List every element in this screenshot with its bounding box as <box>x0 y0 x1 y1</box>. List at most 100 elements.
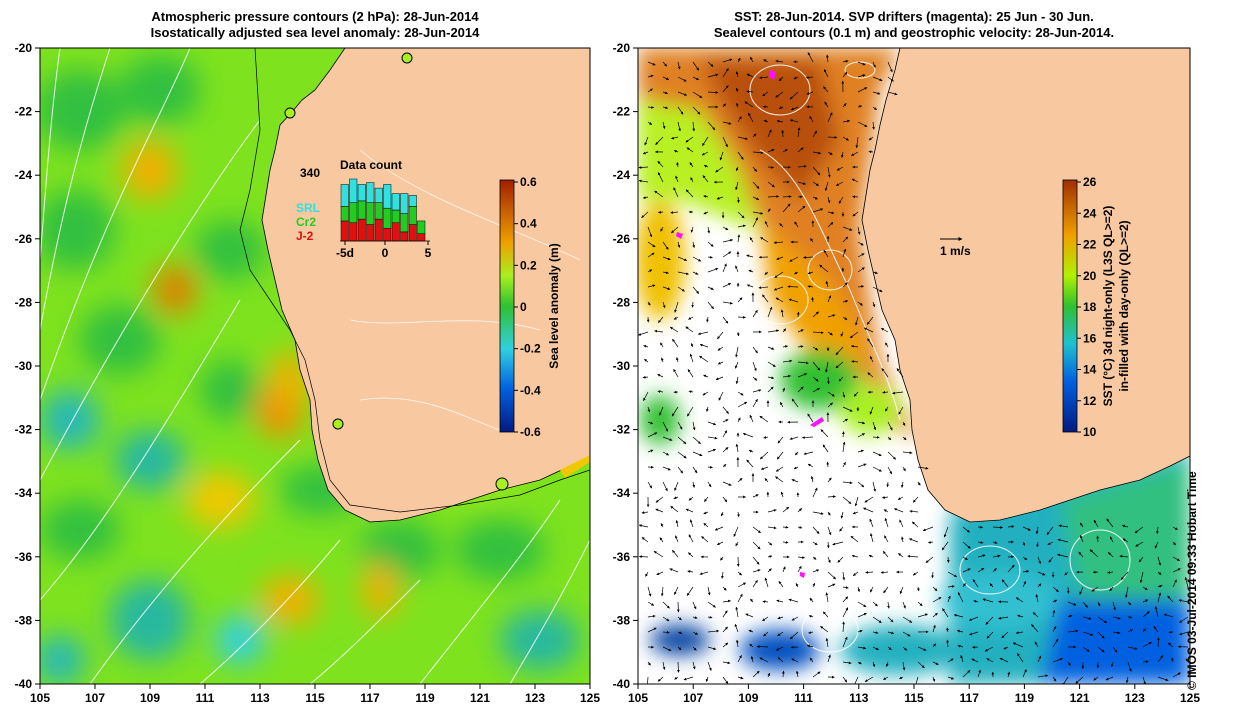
sst-colorbar-ramp <box>1062 179 1078 433</box>
velocity-arrow <box>869 518 874 528</box>
velocity-arrow <box>1125 676 1129 684</box>
velocity-arrow <box>782 374 791 378</box>
velocity-arrow <box>691 301 695 308</box>
velocity-arrow <box>989 583 994 588</box>
sealevel-contours <box>697 61 1131 653</box>
sst-colorbar-tick-label: 10 <box>1083 425 1097 439</box>
velocity-arrow <box>752 309 758 318</box>
velocity-arrow <box>1037 655 1042 663</box>
velocity-arrow <box>674 481 679 491</box>
velocity-arrow <box>788 298 799 303</box>
velocity-arrow <box>789 119 799 123</box>
inset-legend-srl: SRL <box>296 201 320 215</box>
inset-bar-srl <box>400 193 409 214</box>
velocity-arrow <box>767 672 771 678</box>
velocity-arrow <box>1157 637 1160 648</box>
velocity-arrow <box>907 554 919 558</box>
velocity-arrow <box>767 555 773 558</box>
velocity-arrow <box>699 571 709 575</box>
velocity-arrow <box>662 451 670 456</box>
velocity-arrow <box>775 466 784 472</box>
velocity-arrow <box>887 646 892 651</box>
velocity-arrow <box>1157 655 1164 663</box>
velocity-arrow <box>1017 614 1024 618</box>
velocity-arrow <box>1022 556 1028 561</box>
velocity-arrow <box>902 646 908 651</box>
velocity-arrow <box>864 676 874 682</box>
velocity-arrow <box>1168 642 1174 648</box>
velocity-arrow <box>887 616 894 623</box>
left-lon-tick-label: 109 <box>140 691 160 705</box>
velocity-arrow <box>677 61 681 70</box>
velocity-arrow <box>737 511 740 518</box>
velocity-arrow <box>647 121 653 126</box>
left-lat-tick-label: -38 <box>15 613 33 627</box>
velocity-arrow <box>1187 541 1190 544</box>
velocity-arrow <box>811 296 815 303</box>
velocity-arrow <box>1107 571 1114 574</box>
velocity-arrow <box>662 661 666 670</box>
velocity-arrow <box>1167 595 1174 603</box>
inset-bar-j2 <box>391 222 400 242</box>
velocity-arrow <box>655 136 664 145</box>
velocity-arrow <box>776 119 784 123</box>
velocity-arrow <box>797 345 804 348</box>
velocity-arrow <box>707 286 714 290</box>
velocity-arrow <box>1120 571 1129 581</box>
velocity-arrow <box>1109 586 1114 592</box>
velocity-arrow <box>899 676 904 680</box>
velocity-arrow <box>782 203 791 213</box>
velocity-arrow <box>774 271 784 278</box>
velocity-arrow <box>1001 579 1009 588</box>
velocity-arrow <box>857 646 867 650</box>
velocity-arrow <box>720 556 724 561</box>
velocity-arrow <box>872 661 876 668</box>
velocity-arrow <box>777 657 784 663</box>
inset-x-tick-label: 5 <box>425 246 432 260</box>
velocity-arrow <box>840 151 844 158</box>
velocity-arrow <box>641 537 649 543</box>
sla-colorbar-tick-label: 0 <box>520 300 527 314</box>
velocity-arrow <box>721 571 724 579</box>
velocity-arrow <box>643 391 649 401</box>
velocity-arrow <box>737 234 741 243</box>
velocity-arrow <box>1172 556 1180 562</box>
velocity-arrow <box>826 461 830 468</box>
velocity-arrow <box>842 300 849 303</box>
velocity-arrow <box>809 657 814 663</box>
velocity-arrow <box>752 211 764 215</box>
velocity-arrow <box>653 550 664 558</box>
velocity-arrow <box>868 554 874 558</box>
velocity-arrow <box>736 102 739 108</box>
velocity-arrow <box>722 251 732 258</box>
velocity-arrow <box>947 585 955 588</box>
velocity-arrow <box>1105 676 1114 681</box>
left-lon-tick-label: 111 <box>196 691 215 705</box>
inset-x-tick-label: -5d <box>336 246 354 260</box>
velocity-arrow <box>857 87 868 93</box>
velocity-arrow <box>1093 676 1099 681</box>
velocity-arrow <box>887 421 893 431</box>
velocity-arrow <box>1127 661 1132 672</box>
velocity-arrow <box>1157 592 1162 603</box>
velocity-arrow <box>767 376 775 380</box>
velocity-arrow <box>824 101 829 108</box>
velocity-arrow <box>797 329 804 333</box>
velocity-arrow <box>897 496 904 500</box>
velocity-arrow <box>822 611 829 618</box>
velocity-arrow <box>1121 524 1129 528</box>
velocity-arrow <box>863 507 874 513</box>
velocity-arrow <box>662 106 669 110</box>
right-lon-tick-label: 125 <box>1180 691 1200 705</box>
velocity-arrow <box>647 432 658 438</box>
velocity-arrow <box>835 361 844 369</box>
inset-bar-j2 <box>400 231 409 242</box>
velocity-arrow <box>647 421 654 425</box>
velocity-arrow <box>842 226 853 231</box>
velocity-arrow <box>827 314 836 318</box>
velocity-arrow <box>748 112 754 123</box>
velocity-arrow <box>688 316 694 320</box>
velocity-arrow <box>767 306 773 318</box>
right-lat-tick-label: -36 <box>613 550 631 564</box>
velocity-arrow <box>797 386 804 393</box>
